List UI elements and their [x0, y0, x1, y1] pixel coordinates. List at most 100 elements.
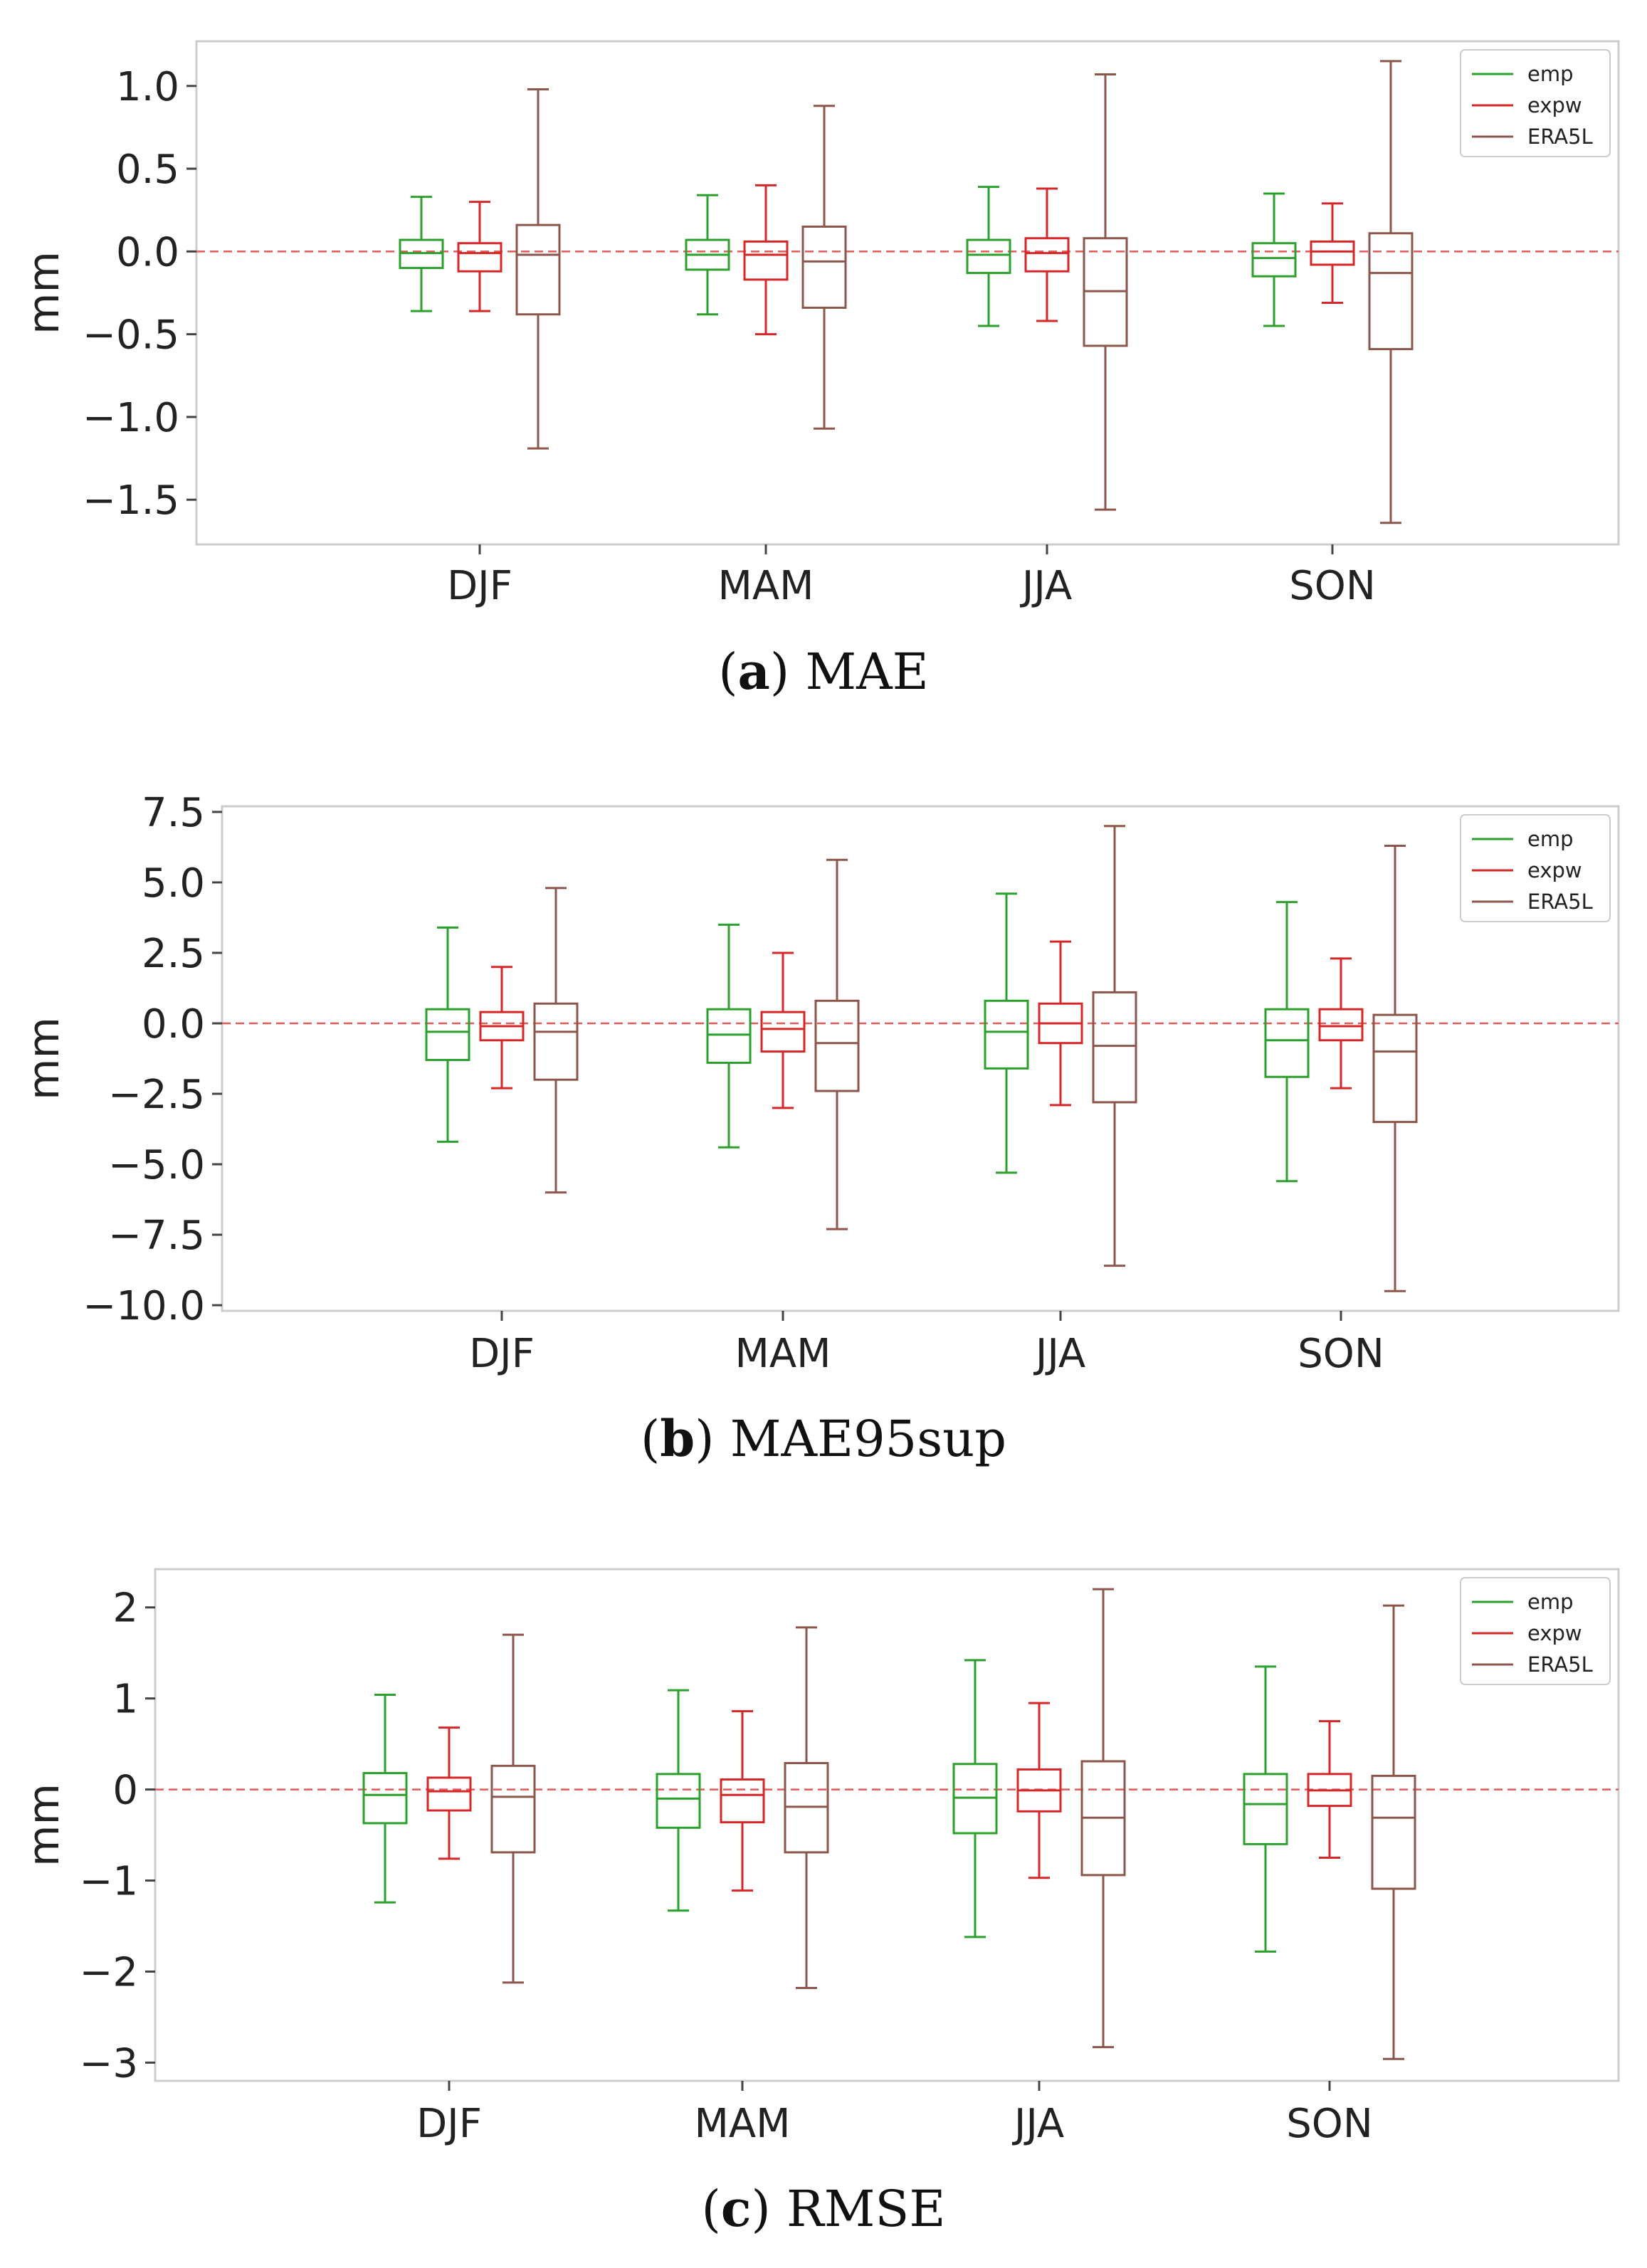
y-axis-label: mm	[19, 251, 69, 334]
x-tick-label: SON	[1286, 2101, 1373, 2147]
box-iqr	[1372, 1013, 1418, 1124]
box-iqr	[743, 240, 789, 281]
y-tick-label: −10.0	[83, 1283, 205, 1329]
caption-title: MAE95sup	[730, 1410, 1006, 1468]
legend-label-expw: expw	[1527, 1621, 1582, 1645]
legend: emp expw ERA5L	[1460, 49, 1611, 157]
boxplot-ERA5L-SON	[1371, 1604, 1416, 2060]
boxplot-ERA5L-MAM	[801, 105, 847, 430]
x-tick-label: DJF	[469, 1331, 535, 1377]
boxplot-ERA5L-SON	[1372, 844, 1418, 1292]
y-tick-label: −1.5	[83, 478, 179, 524]
box-iqr	[490, 1764, 536, 1854]
boxplot-ERA5L-JJA	[1083, 73, 1128, 511]
x-tick-label: MAM	[718, 563, 814, 609]
box-iqr	[801, 225, 847, 309]
boxplot-expw-MAM	[760, 951, 806, 1109]
box-iqr	[706, 1008, 752, 1064]
y-tick-label: −2.5	[108, 1072, 205, 1118]
legend-box	[1460, 1577, 1611, 1685]
y-tick-label: −7.5	[108, 1213, 205, 1259]
box-iqr	[425, 1008, 470, 1061]
plot-frame	[154, 1568, 1620, 2082]
x-tick-label: DJF	[447, 563, 512, 609]
caption-title: RMSE	[786, 2180, 945, 2238]
boxplot-ERA5L-MAM	[784, 1626, 829, 1990]
box-iqr	[457, 242, 502, 273]
legend-label-ERA5L: ERA5L	[1527, 890, 1593, 914]
boxplot-expw-JJA	[1024, 187, 1070, 322]
legend-label-expw: expw	[1527, 93, 1582, 117]
boxplot-expw-JJA	[1016, 1702, 1062, 1879]
boxplot-expw-DJF	[426, 1726, 472, 1860]
chart-panel-a: 1.0 0.5 0.0 −0.5 −1.0 −1.5 mm DJF MAM JJA SON emp ex…	[19, 40, 1620, 701]
box-iqr	[515, 223, 561, 316]
y-tick-label: 2	[112, 1586, 138, 1632]
y-tick-label: 2.5	[142, 931, 205, 977]
x-tick-label: JJA	[1020, 563, 1072, 609]
legend-label-expw: expw	[1527, 858, 1582, 882]
legend: emp expw ERA5L	[1460, 1577, 1611, 1685]
boxplot-emp-MAM	[685, 194, 730, 316]
box-iqr	[362, 1772, 408, 1825]
caption-paren-close: )	[751, 2180, 786, 2238]
x-tick-label: SON	[1298, 1331, 1384, 1377]
box-iqr	[1368, 232, 1414, 351]
boxplot-expw-SON	[1318, 957, 1364, 1090]
boxplot-ERA5L-JJA	[1080, 1588, 1126, 2049]
y-tick-label: −0.5	[83, 312, 179, 359]
panel-caption: (a) MAE	[718, 642, 929, 701]
boxplot-emp-SON	[1251, 192, 1297, 327]
y-tick-label: 0	[112, 1768, 138, 1814]
box-iqr	[966, 238, 1011, 275]
legend-label-emp: emp	[1527, 62, 1574, 86]
box-iqr	[426, 1776, 472, 1812]
y-tick-label: 1	[112, 1677, 138, 1723]
boxplot-emp-DJF	[425, 926, 470, 1143]
box-iqr	[1092, 991, 1137, 1104]
boxplot-ERA5L-MAM	[814, 858, 860, 1230]
box-iqr	[760, 1011, 806, 1053]
box-iqr	[1024, 237, 1070, 273]
legend-label-ERA5L: ERA5L	[1527, 1652, 1593, 1677]
boxplot-expw-SON	[1307, 1720, 1352, 1860]
y-tick-label: 0.0	[116, 229, 179, 275]
caption-letter: c	[721, 2179, 752, 2238]
boxplot-ERA5L-DJF	[515, 88, 561, 450]
x-tick-label: JJA	[1033, 1331, 1085, 1377]
x-tick-label: DJF	[416, 2101, 482, 2147]
boxplot-expw-JJA	[1038, 940, 1083, 1107]
y-tick-label: −1	[79, 1859, 138, 1905]
plot-frame	[221, 805, 1620, 1312]
box-iqr	[984, 999, 1029, 1070]
x-tick-label: MAM	[735, 1331, 831, 1377]
caption-paren-close: )	[770, 643, 806, 701]
boxplot-emp-DJF	[362, 1694, 408, 1904]
legend-box	[1460, 814, 1611, 922]
boxplot-expw-DJF	[479, 966, 525, 1090]
caption-paren-open: (	[718, 643, 737, 701]
y-tick-label: 1.0	[116, 64, 179, 110]
caption-paren-close: )	[695, 1410, 730, 1468]
legend-label-emp: emp	[1527, 1590, 1574, 1614]
boxplot-expw-SON	[1310, 202, 1355, 304]
box-iqr	[1371, 1774, 1416, 1890]
caption-paren-open: (	[702, 2180, 721, 2238]
x-tick-label: JJA	[1012, 2101, 1064, 2147]
boxplot-emp-SON	[1243, 1665, 1288, 1953]
box-iqr	[814, 999, 860, 1092]
chart-panel-c: 2 1 0 −1 −2 −3 mm DJF MAM JJA SON emp expw ERA5L (c) R…	[19, 1568, 1620, 2238]
plot-frame	[195, 40, 1620, 546]
boxplot-emp-SON	[1264, 901, 1310, 1183]
legend-label-emp: emp	[1527, 827, 1574, 851]
y-tick-label: −2	[79, 1949, 138, 1995]
y-tick-label: −3	[79, 2040, 138, 2087]
boxplot-ERA5L-DJF	[490, 1633, 536, 1984]
boxplot-ERA5L-SON	[1368, 60, 1414, 524]
box-iqr	[720, 1778, 765, 1824]
box-iqr	[656, 1773, 701, 1829]
y-tick-label: 5.0	[142, 860, 205, 907]
y-tick-label: −5.0	[108, 1142, 205, 1188]
box-iqr	[1264, 1008, 1310, 1078]
